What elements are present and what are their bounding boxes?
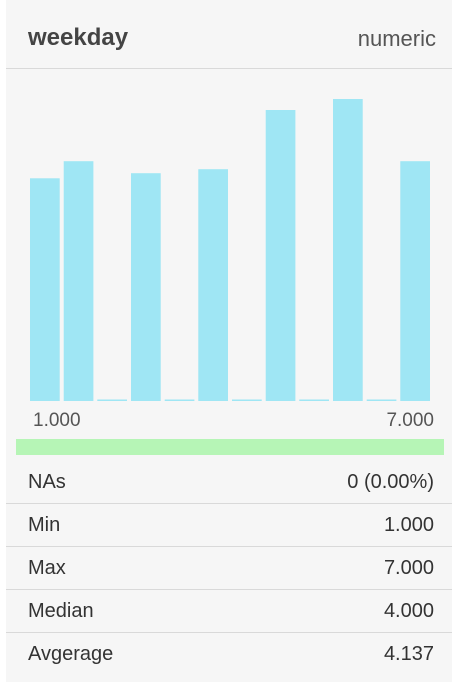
histogram-bar [232,399,262,401]
stat-value: 4.000 [383,600,434,622]
histogram-svg [30,99,430,401]
column-name: weekday [28,24,129,51]
histogram-bar [131,173,161,401]
valid-values-bar [16,439,444,455]
stat-row-median: Median 4.000 [6,590,452,633]
stat-row-nas: NAs 0 (0.00%) [6,461,452,504]
stat-value: 0 (0.00%) [347,471,434,493]
histogram-bar [265,110,296,401]
stat-row-min: Min 1.000 [6,504,452,547]
stat-label: Median [28,600,94,622]
stat-label: Max [28,557,66,579]
histogram-bar [97,399,127,401]
stat-row-max: Max 7.000 [6,547,452,590]
stat-label: NAs [28,471,66,493]
x-axis-max-label: 7.000 [386,410,434,431]
column-summary-card: weekday numeric 1.000 7.000 NAs 0 (0.00%… [6,0,452,682]
stat-value: 1.000 [383,514,434,536]
column-type: numeric [357,26,436,51]
stat-value: 4.137 [383,643,434,665]
stat-row-average: Avgerage 4.137 [6,633,452,675]
stats-table: NAs 0 (0.00%) Min 1.000 Max 7.000 Median… [6,461,452,675]
x-axis-min-label: 1.000 [33,410,81,431]
stat-label: Avgerage [28,643,114,665]
histogram-bar [400,161,430,401]
histogram-bar [366,399,397,401]
histogram-bar [198,169,228,401]
card-header: weekday numeric [6,0,452,69]
histogram-chart [6,69,452,409]
histogram-bar [63,161,94,401]
histogram-bar [299,399,329,401]
histogram-bar [164,399,195,401]
histogram-bar [333,99,363,401]
histogram-bar [30,178,60,401]
stat-label: Min [28,514,61,536]
stat-value: 7.000 [383,557,434,579]
